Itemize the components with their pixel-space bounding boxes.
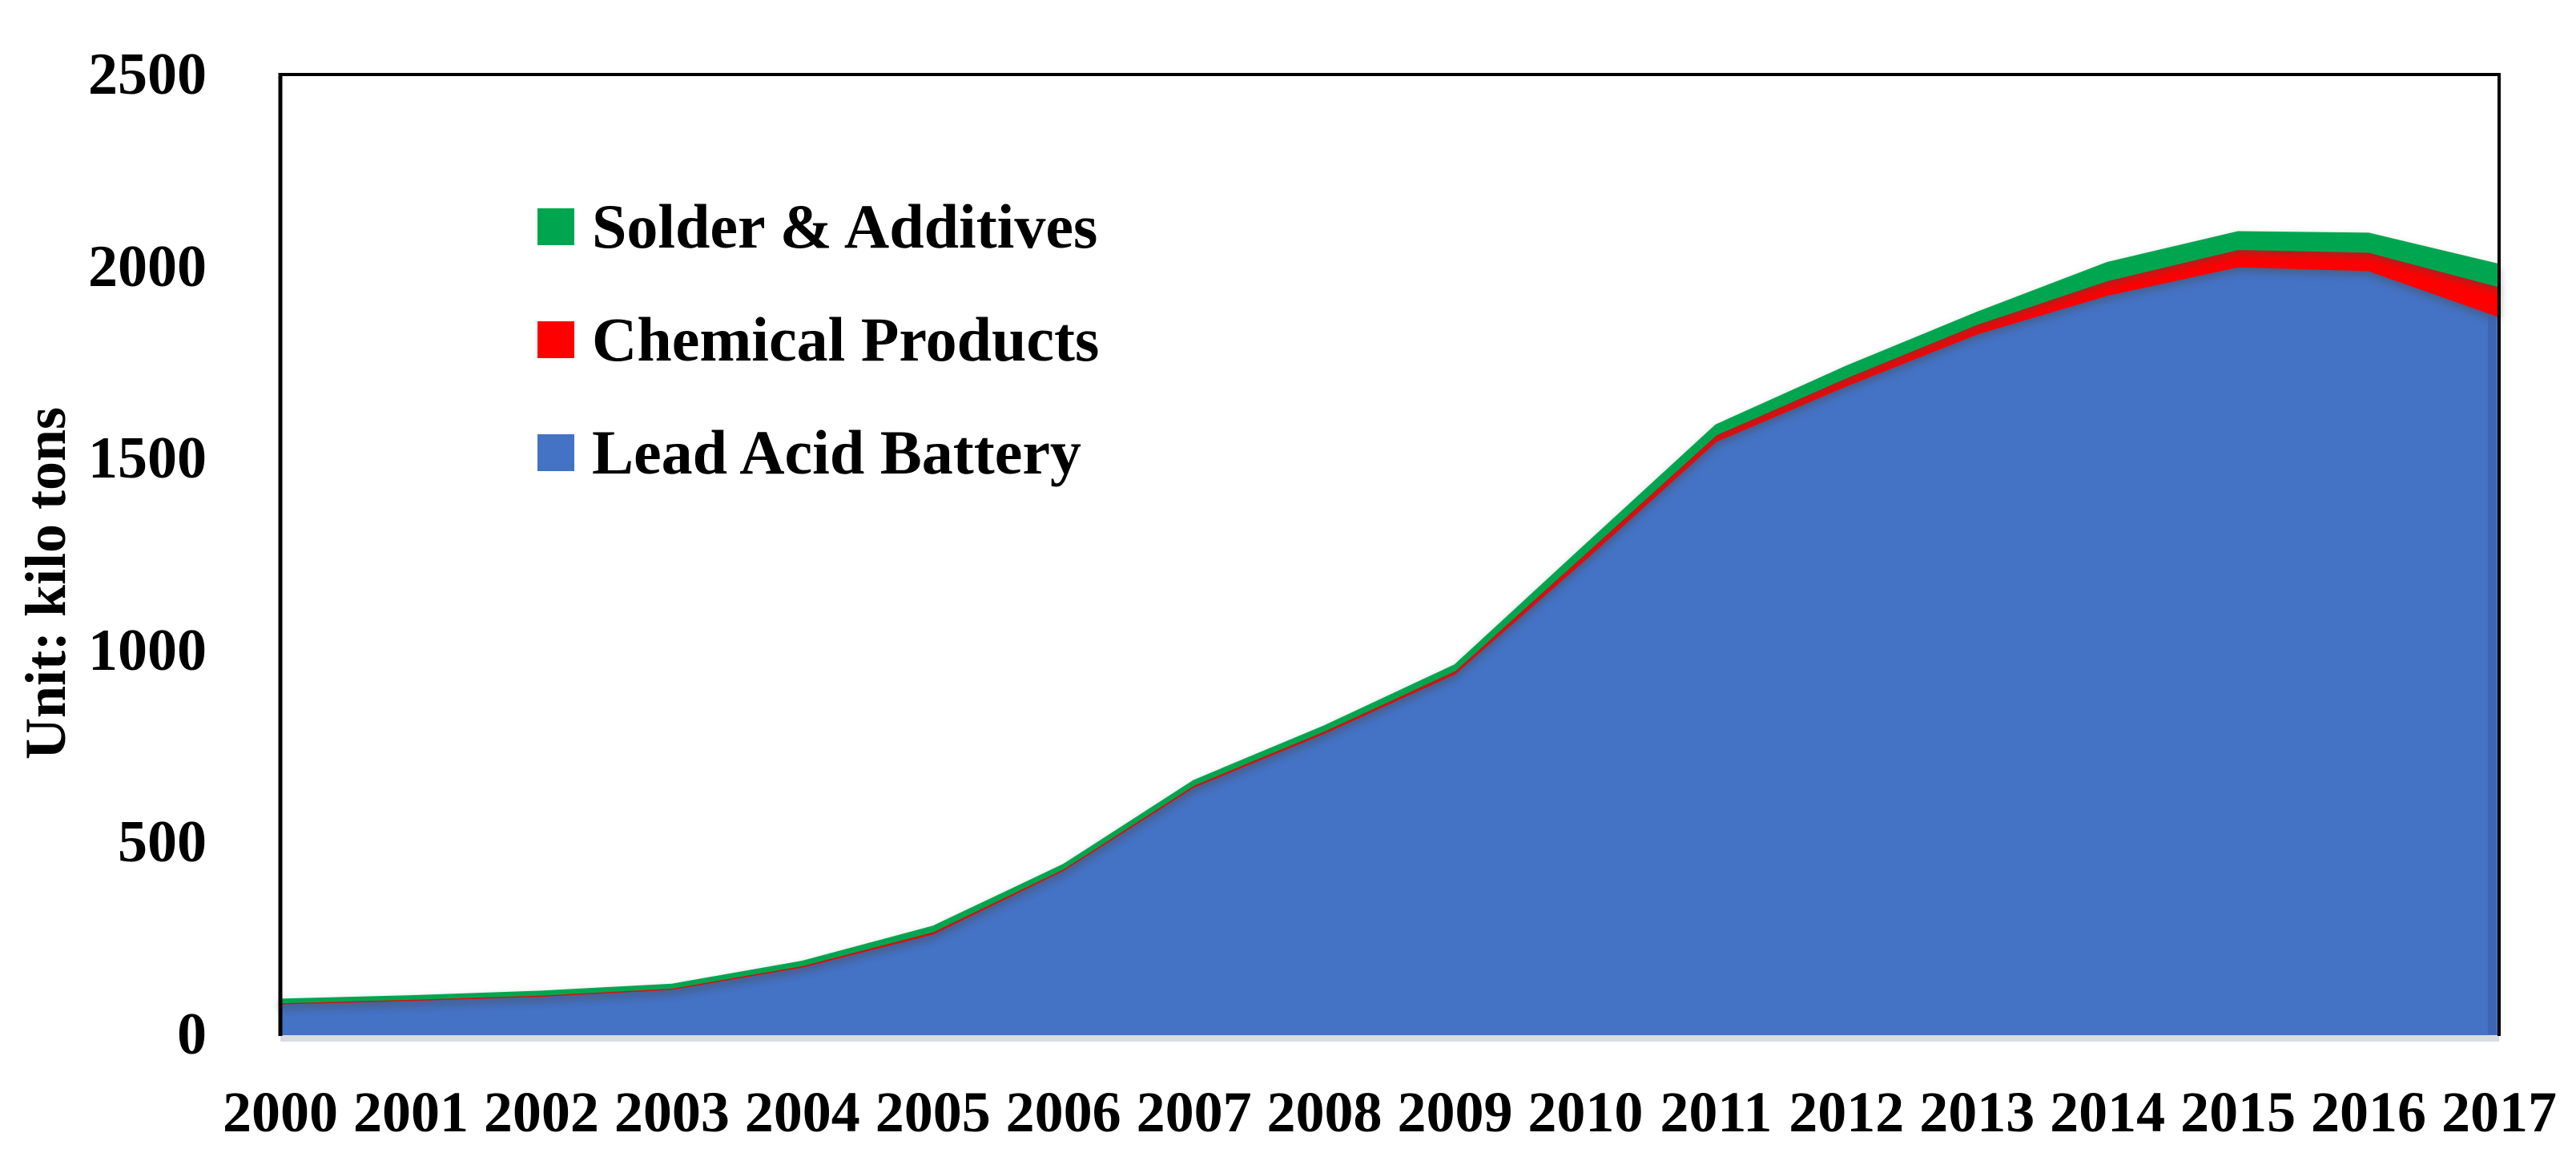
x-tick-label-2005: 2005 [875, 1080, 991, 1144]
x-tick-label-2016: 2016 [2311, 1080, 2427, 1144]
legend-label: Solder & Additives [592, 191, 1098, 261]
legend-item-solder-additives: Solder & Additives [537, 195, 1099, 258]
x-tick-label-2011: 2011 [1660, 1080, 1773, 1144]
legend-label: Chemical Products [592, 304, 1100, 374]
legend-item-lead-acid-battery: Lead Acid Battery [537, 421, 1099, 484]
legend-swatch-solder-additives [537, 208, 574, 245]
y-tick-label-500: 500 [118, 809, 207, 876]
x-tick-label-2015: 2015 [2180, 1080, 2296, 1144]
y-tick-label-1000: 1000 [88, 617, 207, 683]
x-tick-label-2006: 2006 [1005, 1080, 1121, 1144]
x-tick-label-2010: 2010 [1527, 1080, 1644, 1144]
x-tick-label-2001: 2001 [352, 1080, 469, 1144]
x-tick-label-2000: 2000 [223, 1080, 338, 1144]
x-tick-label-2013: 2013 [1919, 1080, 2035, 1144]
x-tick-label-2017: 2017 [2441, 1080, 2557, 1144]
x-tick-label-2012: 2012 [1789, 1080, 1905, 1144]
x-tick-label-2014: 2014 [2050, 1080, 2166, 1144]
x-tick-label-2007: 2007 [1136, 1080, 1252, 1144]
x-tick-label-2003: 2003 [614, 1080, 730, 1144]
series-right-edge-shade [2488, 316, 2496, 1034]
x-tick-label-2008: 2008 [1266, 1080, 1383, 1144]
x-tick-label-2002: 2002 [483, 1080, 599, 1144]
y-tick-label-0: 0 [177, 1002, 207, 1067]
legend-label: Lead Acid Battery [592, 417, 1081, 487]
x-axis-baseline [280, 1034, 2499, 1042]
legend-swatch-lead-acid-battery [537, 433, 574, 471]
y-tick-label-2500: 2500 [88, 42, 207, 107]
x-tick-label-2004: 2004 [744, 1080, 860, 1144]
legend-swatch-chemical-products [537, 320, 574, 358]
legend-item-chemical-products: Chemical Products [537, 308, 1099, 371]
x-tick-label-2009: 2009 [1397, 1080, 1513, 1144]
y-tick-label-2000: 2000 [88, 233, 207, 300]
chart-legend: Solder & Additives Chemical Products Lead … [537, 195, 1099, 484]
y-tick-label-1500: 1500 [88, 425, 207, 492]
